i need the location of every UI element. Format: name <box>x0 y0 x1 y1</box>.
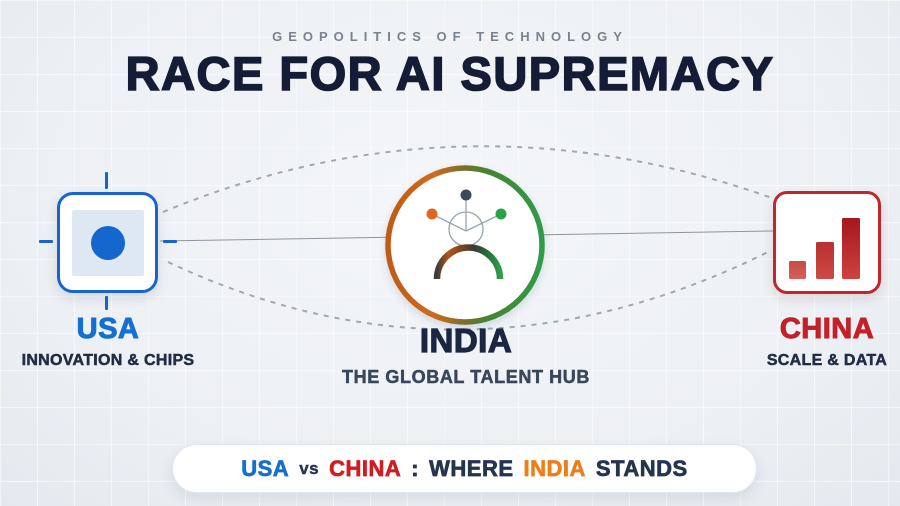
usa-tagline: INNOVATION & CHIPS <box>21 352 195 370</box>
india-label-block: INDIA THE GLOBAL TALENT HUB <box>316 321 616 388</box>
china-node <box>773 191 881 294</box>
chip-pin-bottom <box>105 296 108 310</box>
usa-node <box>57 192 158 293</box>
usa-label-block: USA INNOVATION & CHIPS <box>7 313 209 370</box>
india-name: INDIA <box>419 321 513 359</box>
top-dashed-connector <box>162 145 773 213</box>
bottom-banner: USA vs CHINA: WHERE INDIA STANDS <box>172 444 757 493</box>
orange-network-dot <box>426 208 438 220</box>
chip-core-dot <box>90 225 125 260</box>
china-label-block: CHINA SCALE & DATA <box>727 313 900 370</box>
chip-pin-left <box>39 240 53 243</box>
banner-word: INDIA <box>523 455 586 481</box>
green-network-dot <box>495 208 507 220</box>
navy-network-dot <box>460 189 472 201</box>
banner-word: : <box>411 455 420 481</box>
banner-word: CHINA <box>329 455 402 481</box>
banner-word: vs <box>299 458 320 478</box>
banner-word: STANDS <box>595 455 688 481</box>
bar-chart-bar-2 <box>816 242 834 279</box>
chip-pin-right <box>163 240 177 243</box>
page-title: RACE FOR AI SUPREMACY <box>125 46 775 101</box>
banner-word: WHERE <box>429 455 514 481</box>
rising-bar-chart-icon <box>789 261 806 279</box>
china-tagline: SCALE & DATA <box>766 352 888 370</box>
chip-pin-top <box>105 172 108 189</box>
china-name: CHINA <box>779 313 875 346</box>
banner-word: USA <box>241 455 290 481</box>
bottom-dashed-connector <box>167 251 769 331</box>
talent-network-person-icon <box>426 189 507 280</box>
kicker-text: GEOPOLITICS OF TECHNOLOGY <box>272 29 628 44</box>
usa-name: USA <box>76 313 140 346</box>
india-node <box>385 165 545 325</box>
bar-chart-bar-3 <box>842 218 860 279</box>
shoulders-arc <box>433 244 504 280</box>
india-tagline: THE GLOBAL TALENT HUB <box>342 367 590 388</box>
chip-crosshair-icon <box>71 209 144 276</box>
